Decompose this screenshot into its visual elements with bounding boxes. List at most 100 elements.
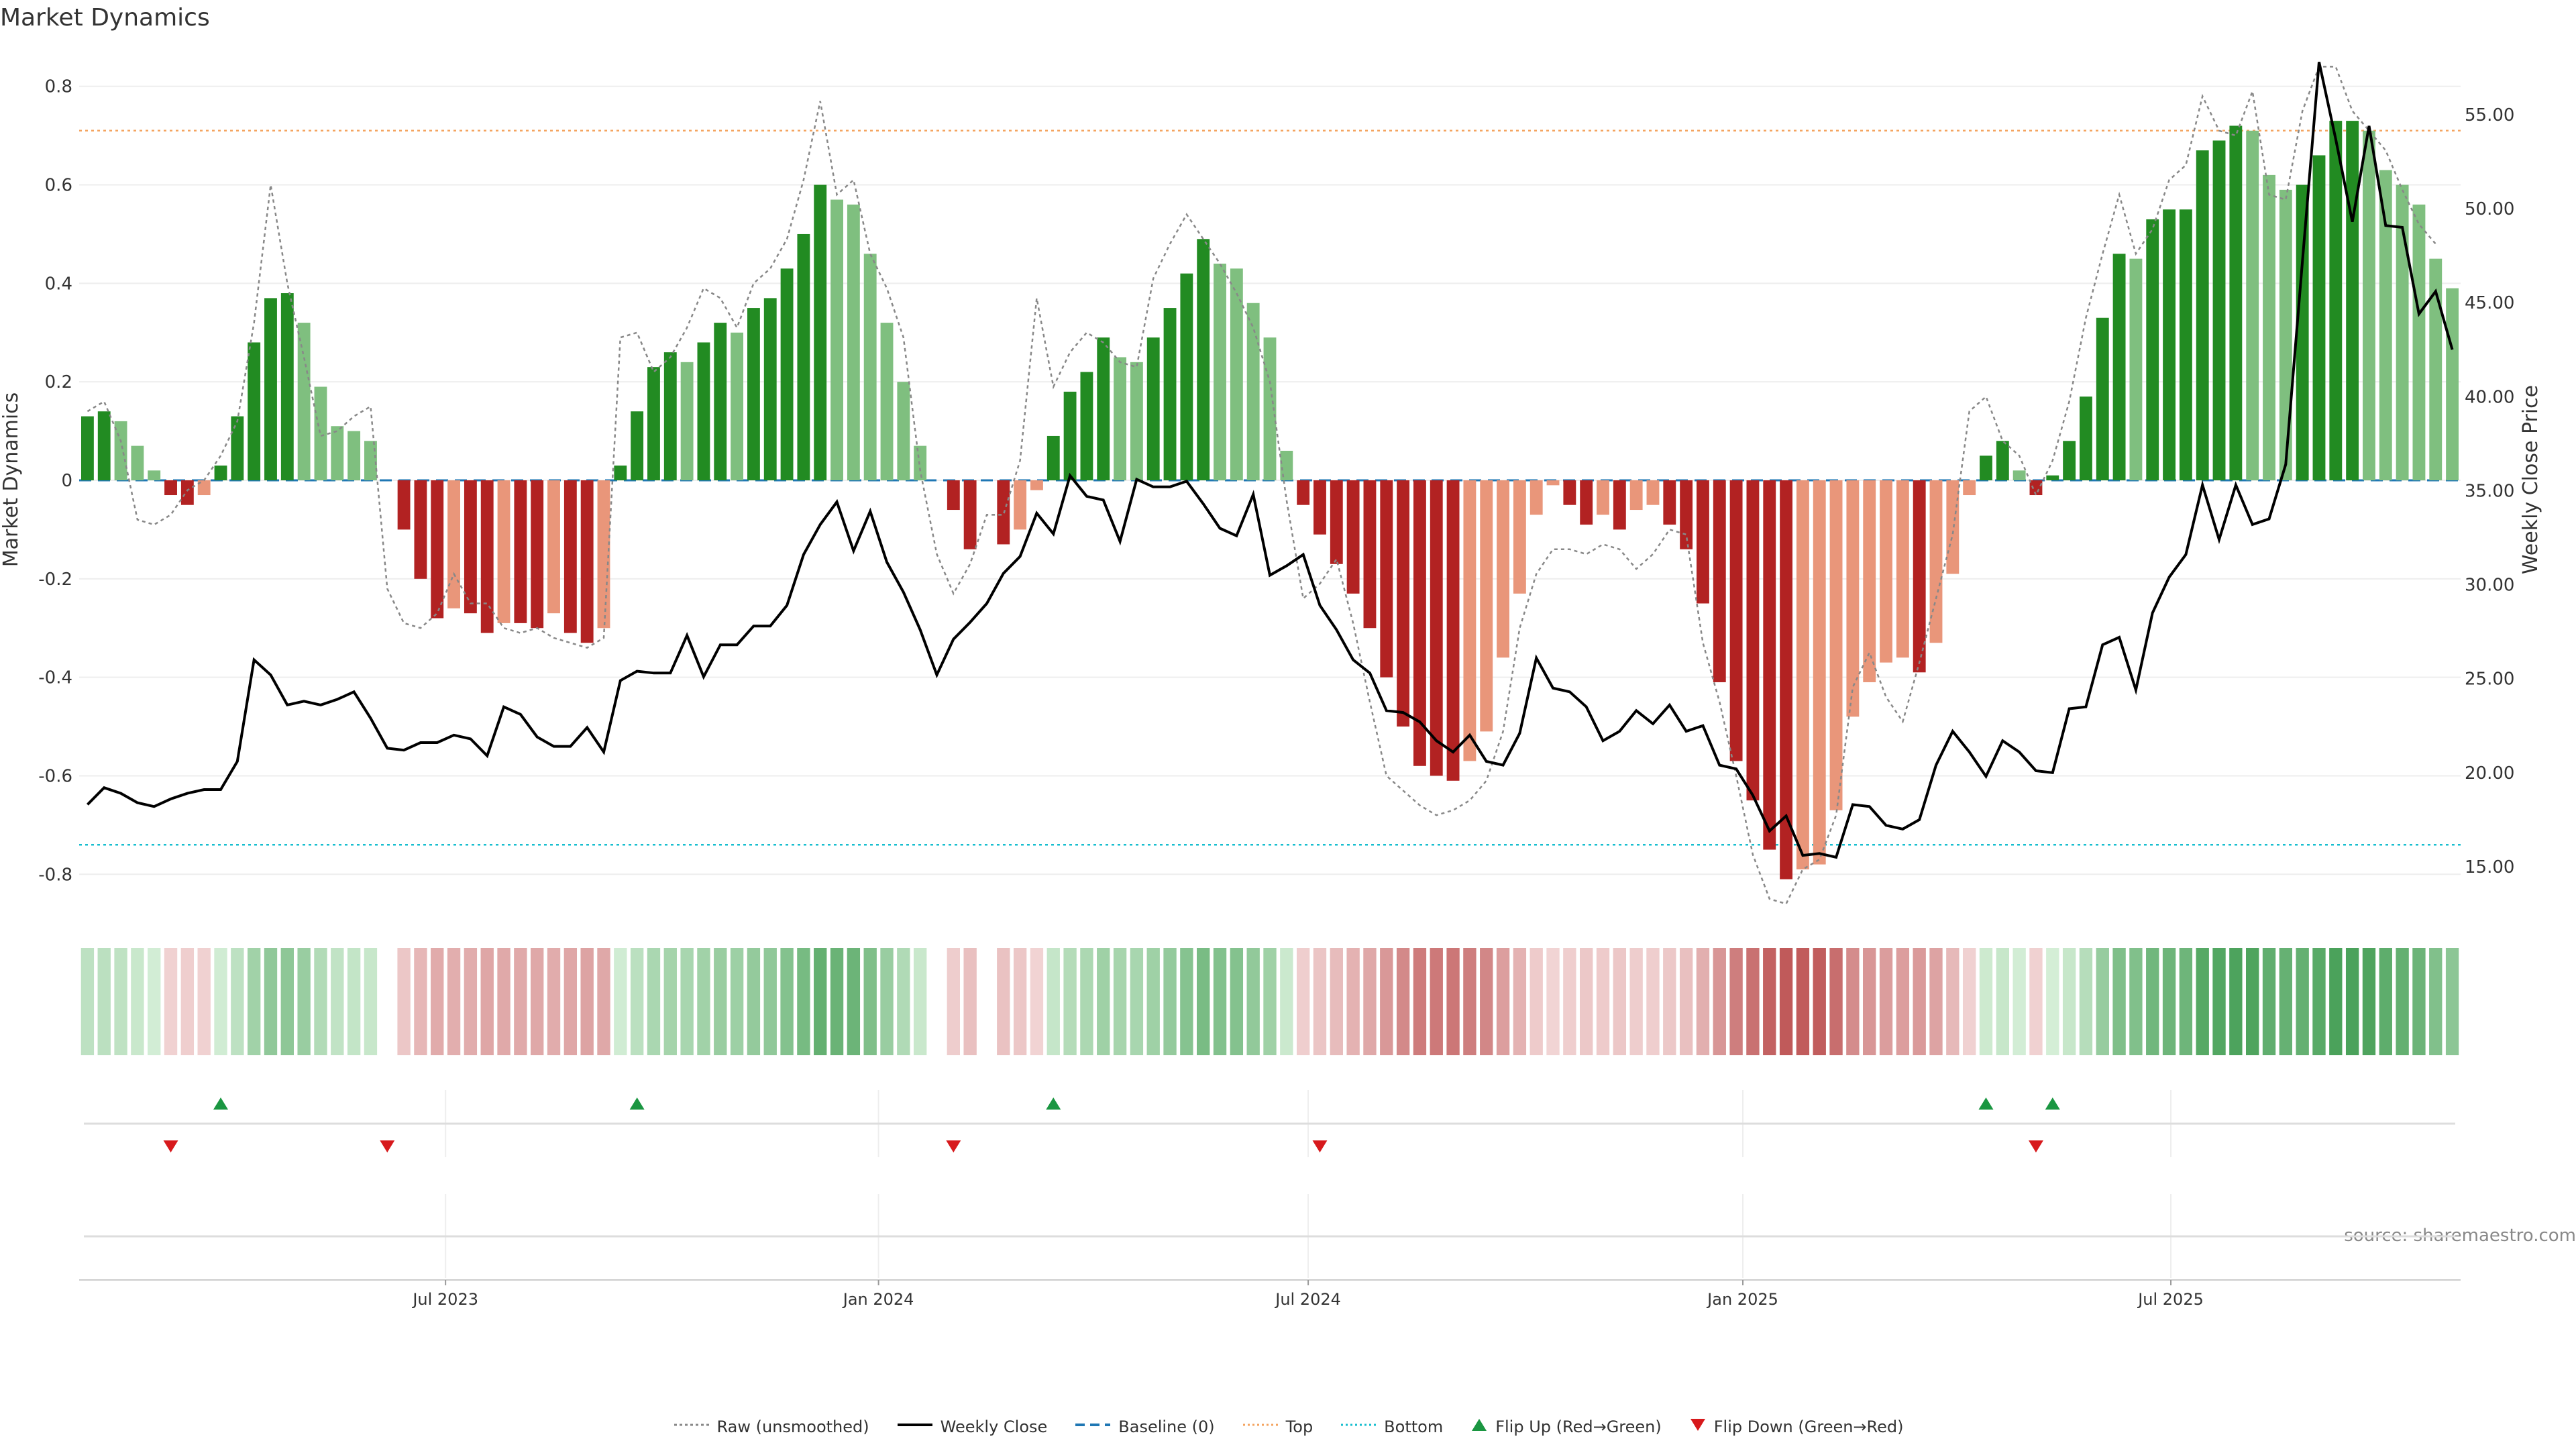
dynamics-bar (1430, 480, 1443, 776)
dynamics-bar (280, 293, 294, 480)
legend-item: Weekly Close (896, 1417, 1047, 1437)
heat-cell (1046, 948, 1060, 1055)
dynamics-bar (2080, 396, 2092, 480)
heat-cell (614, 948, 627, 1055)
heat-cell (397, 948, 411, 1055)
legend-item: Bottom (1340, 1417, 1443, 1437)
left-tick-label: 0.4 (45, 274, 72, 294)
heat-cell (1746, 948, 1760, 1055)
heat-cell (997, 948, 1010, 1055)
heat-cell (1962, 948, 1976, 1055)
dynamics-bar (2379, 170, 2392, 481)
x-axis: Jul 2023 Jan 2024 Jul 2024 Jan 2025 Jul 2025 (79, 1279, 2461, 1309)
dynamics-bar (614, 465, 627, 480)
heat-cell (347, 948, 361, 1055)
heat-cell (1030, 948, 1044, 1055)
heat-cell (280, 948, 294, 1055)
flip-up-marker (1046, 1097, 1061, 1110)
dynamics-bar (830, 199, 843, 480)
dynamics-bar (1214, 264, 1226, 480)
dotted-line-icon (1340, 1417, 1377, 1437)
heat-cell (1596, 948, 1610, 1055)
dynamics-bar (580, 480, 594, 643)
dynamics-bar (2396, 184, 2409, 480)
heat-cell (1430, 948, 1443, 1055)
dynamics-bar (897, 382, 910, 480)
dynamics-bar (631, 411, 644, 480)
heat-cell (1729, 948, 1743, 1055)
heat-cell (314, 948, 327, 1055)
heat-cell (2129, 948, 2143, 1055)
heat-cell (97, 948, 111, 1055)
heat-cell (1563, 948, 1576, 1055)
dotted-line-icon (1242, 1417, 1279, 1437)
dynamics-bar (1114, 357, 1127, 480)
dynamics-bar (680, 362, 694, 480)
heat-cell (897, 948, 910, 1055)
dynamics-bar (331, 426, 344, 480)
dynamics-bar (564, 480, 577, 633)
dynamics-bar (1446, 480, 1460, 781)
heat-cell (1846, 948, 1860, 1055)
heat-cell (1163, 948, 1177, 1055)
heat-cell (1230, 948, 1244, 1055)
right-tick-label: 45.00 (2465, 293, 2514, 313)
heat-cell (1979, 948, 1993, 1055)
heat-cell (663, 948, 677, 1055)
heat-cell (630, 948, 644, 1055)
legend-label: Baseline (0) (1118, 1417, 1215, 1436)
heat-cell (564, 948, 578, 1055)
dynamics-bar (2446, 288, 2459, 480)
weekly-close-series (86, 61, 2454, 859)
dynamics-bar (497, 480, 511, 623)
heat-cell (1696, 948, 1710, 1055)
dynamics-bar (347, 431, 361, 480)
heat-cell (2396, 948, 2409, 1055)
heat-cell (1713, 948, 1726, 1055)
flip-down-marker (163, 1140, 178, 1152)
heat-cell (1130, 948, 1144, 1055)
dotted-line-icon (673, 1417, 710, 1437)
heat-cell (2262, 948, 2276, 1055)
heat-cell (2412, 948, 2426, 1055)
dynamics-bar (397, 480, 411, 530)
heat-cell (1296, 948, 1310, 1055)
dynamics-bar (1097, 337, 1110, 480)
heat-cell (2279, 948, 2293, 1055)
flip-down-marker (2028, 1140, 2043, 1152)
dynamics-bar (2112, 254, 2126, 480)
triangle-down-icon (1688, 1417, 1707, 1437)
heat-cell (1629, 948, 1643, 1055)
dynamics-bar (2412, 204, 2426, 480)
dynamics-bar (1230, 268, 1243, 480)
dynamics-bar (1697, 480, 1709, 604)
dynamics-bar (364, 441, 377, 480)
heat-cell (364, 948, 378, 1055)
dynamics-bar (814, 184, 827, 480)
chart-title: Market Dynamics (0, 4, 210, 32)
dynamics-bar (1646, 480, 1660, 505)
heat-cell (1280, 948, 1293, 1055)
heat-cell (547, 948, 561, 1055)
dynamics-bar (1197, 239, 1210, 480)
heat-cell (2112, 948, 2126, 1055)
dynamics-bar (597, 480, 610, 629)
legend-label: Bottom (1384, 1417, 1444, 1436)
right-axis-label: Weekly Close Price (2519, 385, 2542, 574)
dynamics-bar (847, 204, 860, 480)
raw-line (87, 66, 2436, 905)
x-tick-label: Jul 2023 (411, 1290, 478, 1309)
heat-cell (1097, 948, 1110, 1055)
dynamics-bar (1680, 480, 1693, 549)
heat-cell (464, 948, 478, 1055)
heat-cell (2179, 948, 2193, 1055)
dynamics-bar (1246, 303, 1260, 480)
dynamics-bar (1896, 480, 1909, 658)
left-y-ticks: 0.8 0.6 0.4 0.2 0 -0.2 -0.4 -0.6 -0.8 (38, 77, 72, 885)
dynamics-bar (747, 308, 760, 480)
dynamics-bar (1130, 362, 1143, 480)
dynamics-bar (1913, 480, 1926, 673)
dynamics-bar (514, 480, 527, 623)
heat-cell (597, 948, 610, 1055)
dynamics-bar (863, 254, 877, 480)
